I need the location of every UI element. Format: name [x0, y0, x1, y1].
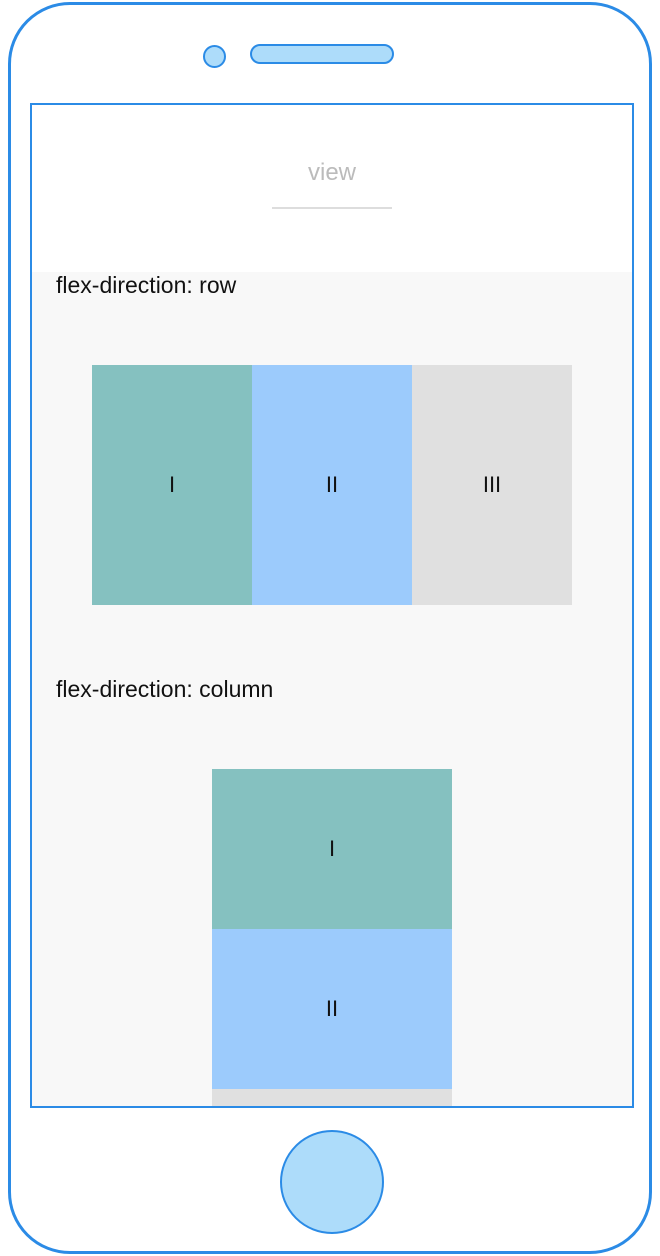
- speaker: [250, 44, 394, 64]
- flex-item: [212, 1089, 452, 1106]
- camera: [203, 45, 226, 68]
- nav-title: view: [307, 159, 356, 186]
- item-label: III: [482, 472, 502, 497]
- nav-underline: [272, 207, 392, 209]
- item-label: I: [168, 472, 176, 497]
- phone-frame: [8, 2, 652, 1254]
- item-label: I: [328, 836, 336, 861]
- flex-item: II: [252, 365, 412, 605]
- item-label: II: [325, 472, 339, 497]
- screen: view flex-direction: row I II III flex-d…: [30, 103, 634, 1108]
- section-title: flex-direction: row: [56, 272, 237, 298]
- home-button[interactable]: [280, 1130, 384, 1234]
- flex-item: II: [212, 929, 452, 1089]
- flex-item: I: [212, 769, 452, 929]
- item-label: II: [325, 996, 339, 1021]
- flex-item: I: [92, 365, 252, 605]
- section-title: flex-direction: column: [56, 676, 274, 702]
- flex-item: III: [412, 365, 572, 605]
- content: flex-direction: row I II III flex-direct…: [32, 272, 632, 1106]
